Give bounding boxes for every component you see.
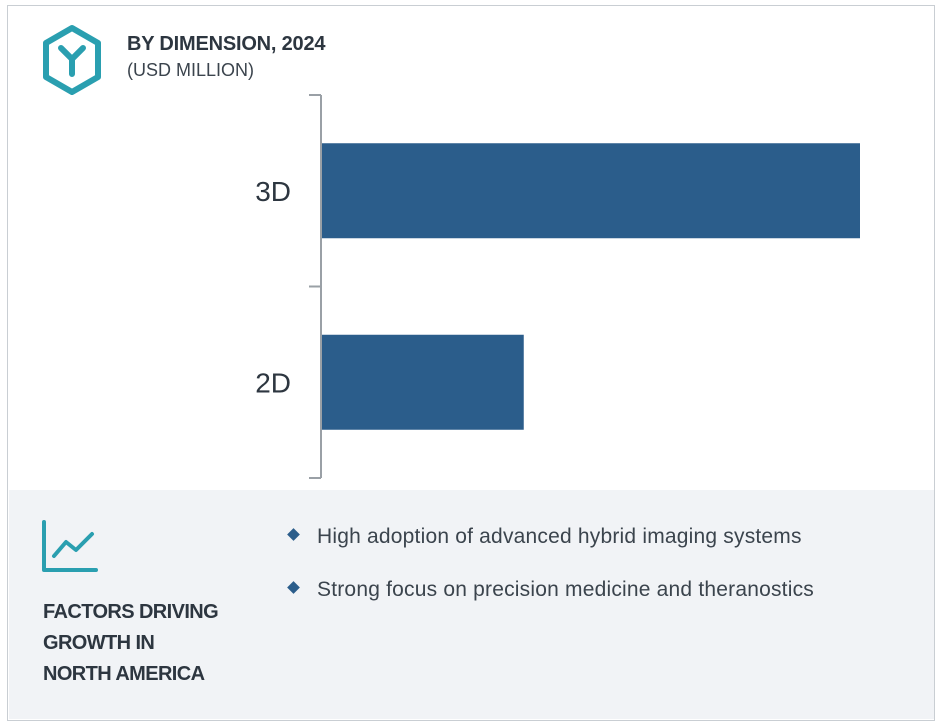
category-label: 3D <box>255 176 291 207</box>
factors-list: High adoption of advanced hybrid imaging… <box>287 518 887 624</box>
bar-2d <box>322 334 524 430</box>
hexagon-y-logo-icon <box>43 25 101 95</box>
factor-text: Strong focus on precision medicine and t… <box>317 578 814 601</box>
category-label: 2D <box>255 367 291 398</box>
factors-panel <box>9 490 934 719</box>
diamond-bullet-icon <box>287 581 300 594</box>
diamond-bullet-icon <box>287 528 300 541</box>
chart-subtitle: (USD MILLION) <box>127 60 255 80</box>
chart-title: BY DIMENSION, 2024 <box>127 33 326 55</box>
bar-3d <box>322 143 860 239</box>
list-item: High adoption of advanced hybrid imaging… <box>287 518 887 555</box>
factor-text: High adoption of advanced hybrid imaging… <box>317 525 802 548</box>
list-item: Strong focus on precision medicine and t… <box>287 571 887 608</box>
trend-line-icon <box>42 520 98 572</box>
bar-chart: 3D 2D <box>255 94 860 479</box>
factors-title: FACTORS DRIVING GROWTH IN NORTH AMERICA <box>43 601 219 685</box>
